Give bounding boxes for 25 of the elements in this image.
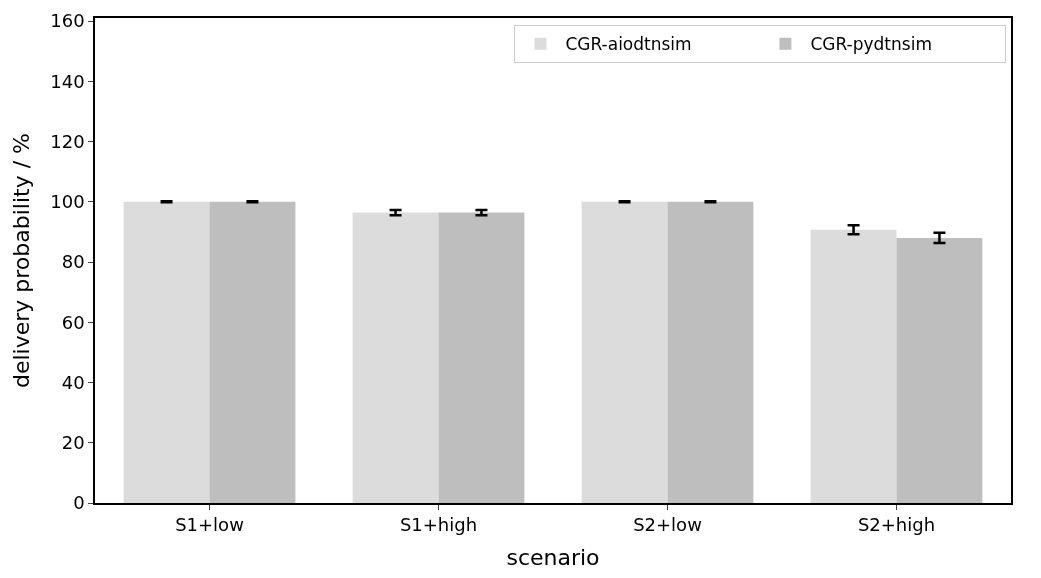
bar [667, 201, 754, 503]
y-tick-label: 80 [61, 251, 85, 273]
bar [810, 229, 897, 503]
y-axis-title: delivery probability / % [8, 132, 34, 389]
x-tick-label: S1+low [175, 514, 244, 536]
y-tick-label: 100 [50, 191, 85, 213]
bar [123, 201, 210, 503]
legend-label: CGR-pydtnsim [810, 34, 932, 55]
y-tick-label: 160 [50, 10, 85, 32]
x-tick-label: S2+high [857, 514, 936, 536]
y-tick-label: 120 [50, 130, 85, 152]
bar [352, 212, 439, 503]
legend-label: CGR-aiodtnsim [565, 34, 692, 55]
y-tick-label: 20 [61, 432, 85, 454]
y-tick-label: 140 [50, 70, 85, 92]
bar [581, 201, 668, 503]
bar [896, 237, 983, 503]
y-tick-label: 60 [61, 311, 85, 333]
bar [438, 212, 525, 503]
x-tick-label: S1+high [399, 514, 478, 536]
bar [209, 201, 296, 503]
x-tick-label: S2+low [633, 514, 702, 536]
x-axis-title: scenario [506, 544, 600, 570]
y-tick-label: 40 [61, 371, 85, 393]
y-tick-label: 0 [73, 492, 85, 514]
